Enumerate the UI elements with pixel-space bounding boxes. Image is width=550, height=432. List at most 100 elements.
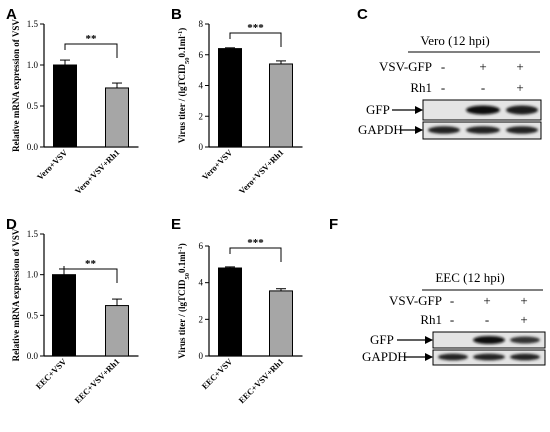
panel-label-e: E	[171, 216, 181, 233]
y-axis-label-sub: 50	[184, 273, 191, 280]
band-label-gfp: GFP	[366, 102, 390, 117]
gfp-band	[466, 105, 500, 115]
gfp-band	[506, 105, 538, 115]
significance-stars: **	[86, 33, 98, 45]
gapdh-band	[473, 353, 505, 361]
row-label-vsv-gfp: VSV-GFP	[389, 293, 442, 308]
bar	[269, 63, 293, 148]
y-axis-label-part: 0.1ml	[177, 36, 187, 58]
gfp-band	[473, 336, 505, 344]
sign: +	[479, 59, 486, 74]
row-label-rh1: Rh1	[410, 80, 432, 95]
y-axis-label-part: Virus titer / (lgTCID	[177, 279, 187, 359]
significance-stars: ***	[247, 22, 264, 34]
sign: +	[520, 312, 527, 327]
gapdh-band	[506, 126, 538, 134]
significance-bracket	[229, 247, 282, 262]
gapdh-band	[428, 126, 460, 134]
gapdh-band	[438, 353, 468, 361]
y-tick-label: 0	[199, 351, 204, 361]
y-tick-label: 0.5	[27, 101, 39, 111]
gapdh-band	[510, 353, 540, 361]
sign: +	[516, 80, 523, 95]
significance-bracket	[229, 32, 282, 47]
y-tick-label: 0.0	[27, 142, 39, 152]
x-category-label: Vero+VSV+Rh1	[237, 147, 286, 196]
western-blot-c: Vero (12 hpi) VSV-GFP - + + Rh1 - - + GF…	[358, 33, 542, 140]
significance-bracket	[64, 43, 118, 58]
panel-label-c: C	[357, 6, 368, 23]
y-tick-label: 8	[199, 19, 204, 29]
y-tick-label: 1.5	[27, 19, 39, 29]
sign: -	[441, 80, 445, 95]
blot-header: Vero (12 hpi)	[420, 33, 489, 48]
y-axis-label: Virus titer / (lgTCID500.1ml-1)	[177, 243, 191, 358]
bar	[105, 87, 129, 148]
sign: +	[483, 293, 490, 308]
panel-label-b: B	[171, 6, 182, 23]
x-category-label: EEC+VSV+Rh1	[236, 356, 285, 405]
y-tick-label: 2	[199, 111, 204, 121]
y-tick-label: 1.0	[27, 60, 39, 70]
band-label-gfp: GFP	[370, 332, 394, 347]
panel-label-f: F	[329, 216, 338, 233]
y-axis-label: Virus titer / (lgTCID500.1ml-1)	[177, 28, 191, 143]
sign: -	[450, 293, 454, 308]
x-category-label: Vero+VSV+Rh1	[73, 147, 122, 196]
significance-stars: **	[85, 258, 97, 270]
sign: +	[520, 293, 527, 308]
y-axis-label-part: )	[177, 243, 187, 246]
sign: -	[485, 312, 489, 327]
y-tick-label: 6	[199, 241, 204, 251]
y-axis-label-part: Virus titer / (lgTCID	[177, 63, 187, 143]
y-axis-label-sup: -1	[177, 31, 184, 36]
blot-header: EEC (12 hpi)	[435, 270, 504, 285]
sign: -	[441, 59, 445, 74]
chart-b: 0 2 4 6 8 Vero+VSV Vero+VSV+Rh1 *** Virus titer …	[177, 19, 303, 196]
band-label-gapdh: GAPDH	[358, 122, 403, 137]
chart-e: 0 2 4 6 EEC+VSV EEC+VSV+Rh1 *** Virus titer / (…	[177, 237, 303, 405]
significance-stars: ***	[247, 237, 264, 249]
sign: -	[450, 312, 454, 327]
sign: +	[516, 59, 523, 74]
y-tick-label: 6	[199, 50, 204, 60]
y-tick-label: 1.5	[27, 229, 39, 239]
panel-label-a: A	[6, 6, 17, 23]
band-label-gapdh: GAPDH	[362, 349, 407, 364]
y-tick-label: 0.5	[27, 310, 39, 320]
sign: -	[481, 80, 485, 95]
y-tick-label: 4	[199, 81, 204, 91]
x-category-label: EEC+VSV	[200, 356, 235, 391]
panel-label-d: D	[6, 216, 17, 233]
bar	[269, 290, 293, 357]
x-category-label: Vero+VSV	[200, 147, 235, 182]
row-label-rh1: Rh1	[420, 312, 442, 327]
bar	[105, 305, 129, 357]
y-axis-label: Relative mRNA expression of VSV	[11, 228, 21, 361]
bar	[218, 267, 242, 357]
x-category-label: EEC+VSV+Rh1	[72, 356, 121, 405]
chart-a: 0.0 0.5 1.0 1.5 Vero+VSV Vero+VSV+Rh1 ** Relati…	[11, 19, 139, 196]
y-axis-label-sup: -1	[177, 246, 184, 251]
y-axis-label-part: )	[177, 28, 187, 31]
y-tick-label: 1.0	[27, 270, 39, 280]
x-category-label: Vero+VSV	[35, 147, 70, 182]
row-label-vsv-gfp: VSV-GFP	[379, 59, 432, 74]
bar	[52, 274, 76, 357]
y-tick-label: 4	[199, 278, 204, 288]
y-axis-label-sub: 50	[184, 57, 191, 64]
y-axis-label: Relative mRNA expression of VSV	[11, 19, 21, 152]
gapdh-band	[466, 126, 500, 134]
bar	[53, 64, 77, 148]
significance-bracket	[63, 265, 118, 283]
y-tick-label: 0.0	[27, 351, 39, 361]
gfp-band	[510, 336, 540, 344]
y-tick-label: 2	[199, 314, 204, 324]
chart-d: 0.0 0.5 1.0 1.5 EEC+VSV EEC+VSV+Rh1 ** Relative…	[11, 228, 139, 405]
x-category-label: EEC+VSV	[34, 356, 69, 391]
y-tick-label: 0	[199, 142, 204, 152]
western-blot-f: EEC (12 hpi) VSV-GFP - + + Rh1 - - + GFP…	[362, 270, 546, 366]
bar	[218, 48, 242, 148]
y-axis-label-part: 0.1ml	[177, 251, 187, 273]
